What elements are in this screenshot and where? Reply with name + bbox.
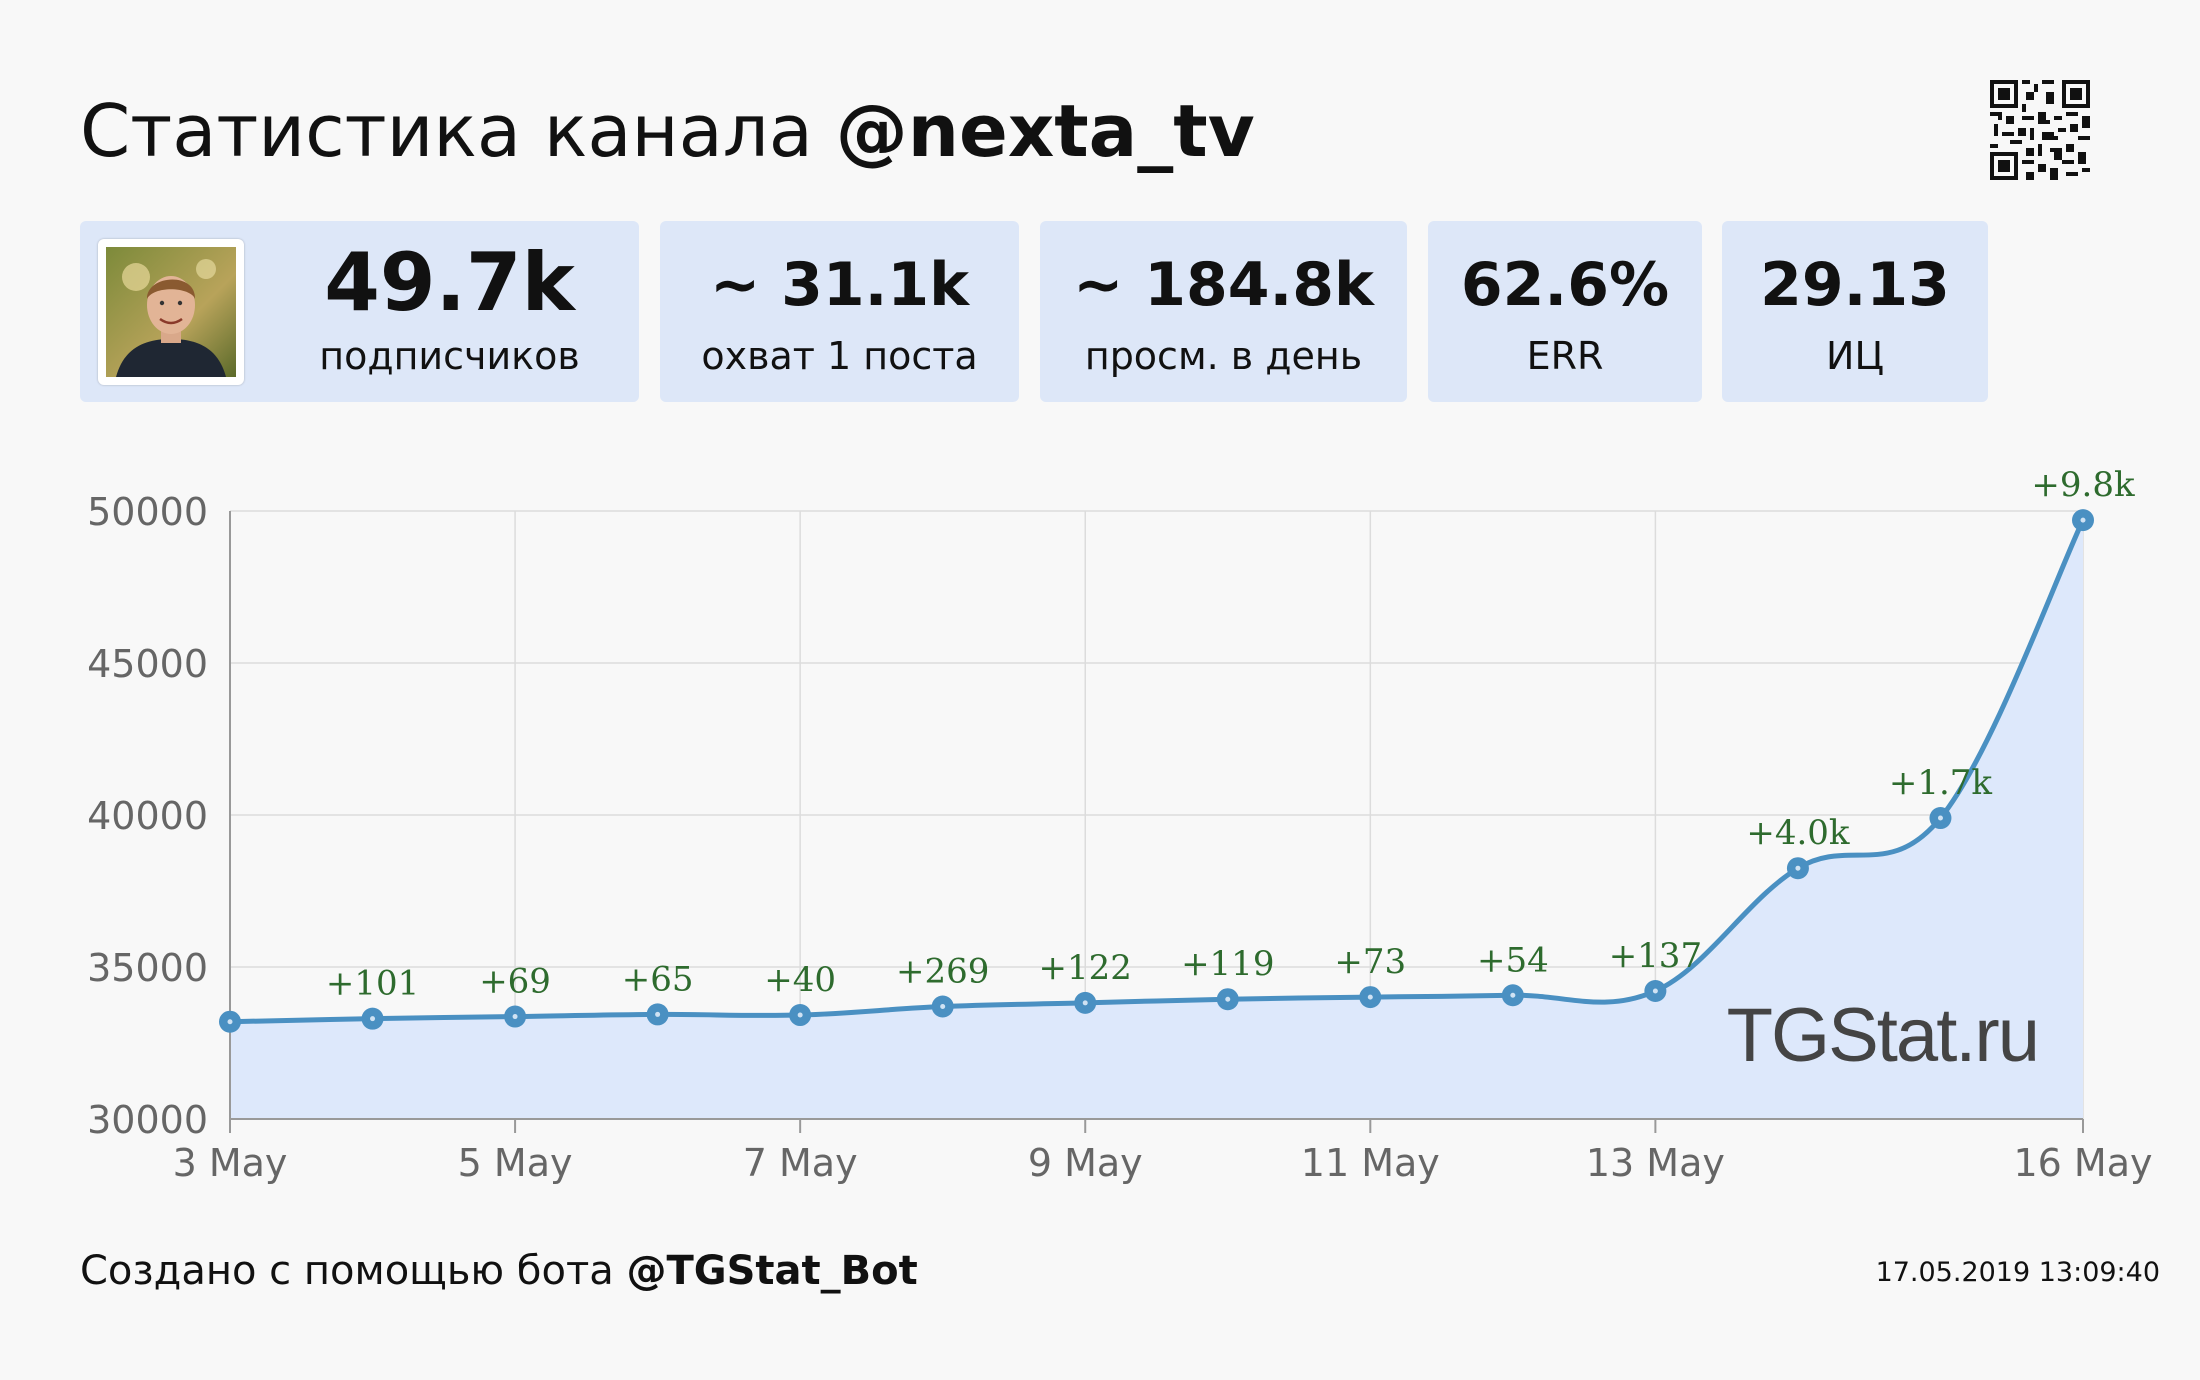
stat-label: ИЦ (1826, 334, 1884, 378)
stat-card-daily-views: ~ 184.8k просм. в день (1040, 221, 1407, 402)
watermark: TGStat.ru (1727, 993, 2038, 1078)
data-point-center (2080, 517, 2086, 523)
data-point-center (797, 1012, 803, 1018)
chart-points (219, 509, 2094, 1033)
chart-axes (229, 511, 2084, 1133)
y-tick-label: 45000 (87, 642, 208, 686)
data-label: +122 (1039, 948, 1132, 988)
x-tick-label: 3 May (173, 1141, 288, 1185)
data-point-center (1082, 1000, 1088, 1006)
chart-area-fill (230, 520, 2083, 1119)
page-title: Статистика канала @nexta_tv (80, 88, 1255, 174)
stat-card-reach: ~ 31.1k охват 1 поста (660, 221, 1019, 402)
data-point-center (1795, 865, 1801, 871)
data-point-center (655, 1011, 661, 1017)
data-label: +40 (764, 960, 836, 1000)
data-point-center (1510, 992, 1516, 998)
subscribers-chart: +101 +69 +65 +40 +269 +122 +119 +73 +54 +137 +4.0k… (87, 465, 2152, 1185)
stat-value: 29.13 (1760, 250, 1950, 320)
footer-text: Создано с помощью бота (80, 1248, 614, 1294)
stat-value: ~ 184.8k (1073, 250, 1374, 320)
avatar (98, 239, 244, 385)
stat-card-citation-index: 29.13 ИЦ (1722, 221, 1988, 402)
data-point-center (1225, 996, 1231, 1002)
footer-credit: Создано с помощью бота @TGStat_Bot (80, 1246, 918, 1296)
y-tick-label: 30000 (87, 1098, 208, 1142)
data-label: +137 (1609, 936, 1702, 976)
stat-value: 62.6% (1460, 250, 1670, 320)
x-tick-label: 16 May (2014, 1141, 2153, 1185)
chart-delta-labels: +101 +69 +65 +40 +269 +122 +119 +73 +54 +137 +4.0k… (326, 465, 2135, 1004)
data-point-center (227, 1019, 233, 1025)
qr-code-icon (1990, 80, 2090, 180)
data-label: +101 (326, 964, 419, 1004)
chart-tick-labels: 30000 35000 40000 45000 50000 3 May 5 May 7 May… (87, 490, 2152, 1185)
stat-label: подписчиков (319, 334, 580, 378)
avatar-photo-icon (106, 247, 236, 377)
data-point-center (1652, 988, 1658, 994)
title-prefix: Статистика канала (80, 89, 813, 173)
x-tick-label: 5 May (458, 1141, 573, 1185)
timestamp: 17.05.2019 13:09:40 (1875, 1257, 2160, 1288)
x-tick-label: 13 May (1586, 1141, 1725, 1185)
y-tick-label: 35000 (87, 946, 208, 990)
y-tick-label: 40000 (87, 794, 208, 838)
x-tick-label: 7 May (743, 1141, 858, 1185)
data-label: +119 (1181, 944, 1274, 984)
data-label: +9.8k (2031, 465, 2135, 505)
stat-value: ~ 31.1k (709, 250, 970, 320)
footer-bot-link[interactable]: @TGStat_Bot (626, 1248, 918, 1294)
data-label: +69 (479, 962, 551, 1002)
y-tick-label: 50000 (87, 490, 208, 534)
stat-card-subscribers: 49.7k подписчиков (80, 221, 639, 402)
stat-label: ERR (1526, 334, 1604, 378)
data-point-center (512, 1014, 518, 1020)
stat-label: охват 1 поста (701, 334, 978, 378)
channel-handle: @nexta_tv (835, 89, 1255, 173)
data-label: +269 (896, 952, 989, 992)
data-label: +54 (1477, 940, 1549, 980)
stat-label: просм. в день (1084, 334, 1363, 378)
data-label: +65 (622, 959, 694, 999)
stat-value: 49.7k (324, 236, 575, 329)
x-tick-label: 9 May (1028, 1141, 1143, 1185)
data-point-center (940, 1004, 946, 1010)
data-point-center (1367, 994, 1373, 1000)
data-label: +1.7k (1889, 763, 1993, 803)
stat-card-err: 62.6% ERR (1428, 221, 1702, 402)
data-label: +73 (1334, 942, 1406, 982)
data-label: +4.0k (1746, 813, 1850, 853)
data-point-center (1937, 815, 1943, 821)
data-point-center (370, 1016, 376, 1022)
x-tick-label: 11 May (1301, 1141, 1440, 1185)
